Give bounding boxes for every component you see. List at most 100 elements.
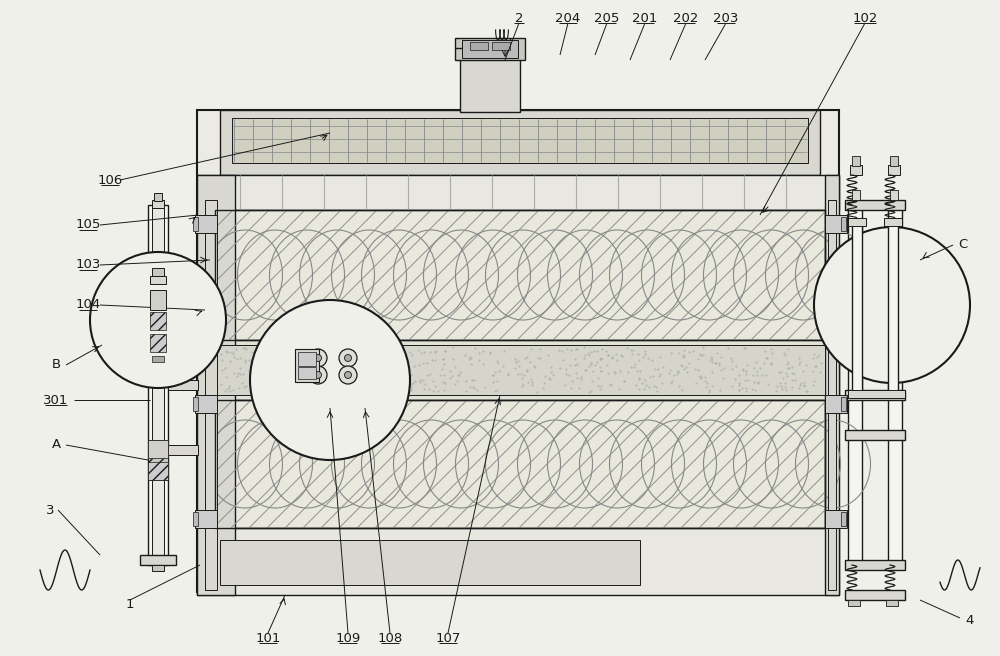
Bar <box>150 276 166 284</box>
Bar <box>148 440 168 480</box>
Bar <box>148 285 168 303</box>
Text: A: A <box>51 438 61 451</box>
Circle shape <box>314 371 322 379</box>
Circle shape <box>250 300 410 460</box>
Text: 106: 106 <box>97 173 123 186</box>
Bar <box>470 42 488 50</box>
Bar <box>848 205 862 565</box>
Circle shape <box>312 367 328 383</box>
Text: 203: 203 <box>713 12 739 24</box>
Bar <box>884 218 902 226</box>
Bar <box>154 193 162 201</box>
Circle shape <box>309 349 327 367</box>
Bar <box>150 312 166 330</box>
Bar <box>890 190 898 200</box>
Bar <box>215 210 825 340</box>
Bar <box>197 340 839 400</box>
Bar <box>152 208 164 562</box>
Text: 201: 201 <box>632 12 658 24</box>
Bar <box>890 156 898 166</box>
Bar <box>886 600 898 606</box>
Bar <box>852 222 862 397</box>
Bar <box>460 55 520 112</box>
Circle shape <box>344 354 352 361</box>
Bar <box>215 210 825 340</box>
Bar <box>825 510 847 528</box>
Bar <box>845 590 905 600</box>
Circle shape <box>317 372 323 378</box>
Bar <box>841 397 846 411</box>
Circle shape <box>344 371 352 379</box>
Bar <box>852 190 860 200</box>
Text: 105: 105 <box>75 218 101 232</box>
Text: 101: 101 <box>255 632 281 644</box>
Bar <box>152 268 164 276</box>
Bar <box>848 218 866 226</box>
Bar <box>215 400 825 528</box>
Text: 109: 109 <box>335 632 361 644</box>
Text: 301: 301 <box>43 394 69 407</box>
Circle shape <box>339 349 357 367</box>
Circle shape <box>814 227 970 383</box>
Bar <box>455 38 525 60</box>
Bar <box>148 462 168 480</box>
Bar <box>852 156 860 166</box>
Bar <box>825 215 847 233</box>
Bar <box>841 217 846 231</box>
Bar <box>205 200 217 590</box>
Bar <box>148 307 168 325</box>
Bar <box>848 390 905 398</box>
Text: 108: 108 <box>377 632 403 644</box>
Circle shape <box>312 349 328 365</box>
Bar <box>220 540 640 585</box>
Bar <box>152 356 164 362</box>
Bar <box>152 200 164 208</box>
Bar <box>197 528 839 595</box>
Circle shape <box>347 372 353 378</box>
Text: C: C <box>958 239 968 251</box>
Text: 103: 103 <box>75 258 101 272</box>
Bar <box>825 395 847 413</box>
Bar <box>888 222 898 397</box>
Text: 4: 4 <box>966 613 974 626</box>
Bar <box>215 345 825 395</box>
Bar <box>888 165 900 175</box>
Bar <box>193 332 198 346</box>
Bar <box>841 512 846 526</box>
Bar <box>215 400 825 528</box>
Circle shape <box>309 366 327 384</box>
Bar <box>888 205 902 565</box>
Bar <box>197 175 235 595</box>
Text: 205: 205 <box>594 12 620 24</box>
Circle shape <box>342 367 358 383</box>
Text: 107: 107 <box>435 632 461 644</box>
Bar <box>462 40 518 58</box>
Bar <box>148 205 168 565</box>
Text: 104: 104 <box>75 298 101 312</box>
Bar <box>148 285 168 325</box>
Bar <box>152 565 164 571</box>
Text: 3: 3 <box>46 504 54 516</box>
Circle shape <box>342 349 358 365</box>
Bar <box>298 367 316 379</box>
Bar <box>150 334 166 352</box>
Bar <box>220 110 820 175</box>
Bar <box>295 349 319 382</box>
Bar <box>148 440 168 458</box>
Bar <box>845 560 905 570</box>
Bar <box>195 330 217 348</box>
Bar <box>828 200 836 590</box>
Bar <box>295 350 313 382</box>
Text: 204: 204 <box>555 12 581 24</box>
Bar <box>492 42 510 50</box>
Bar <box>193 512 198 526</box>
Bar <box>150 290 166 310</box>
Bar <box>193 217 198 231</box>
Bar <box>845 200 905 210</box>
Bar <box>195 395 217 413</box>
Circle shape <box>339 366 357 384</box>
Bar <box>298 352 316 366</box>
Bar <box>195 510 217 528</box>
Bar <box>168 315 198 325</box>
Bar <box>825 330 847 348</box>
